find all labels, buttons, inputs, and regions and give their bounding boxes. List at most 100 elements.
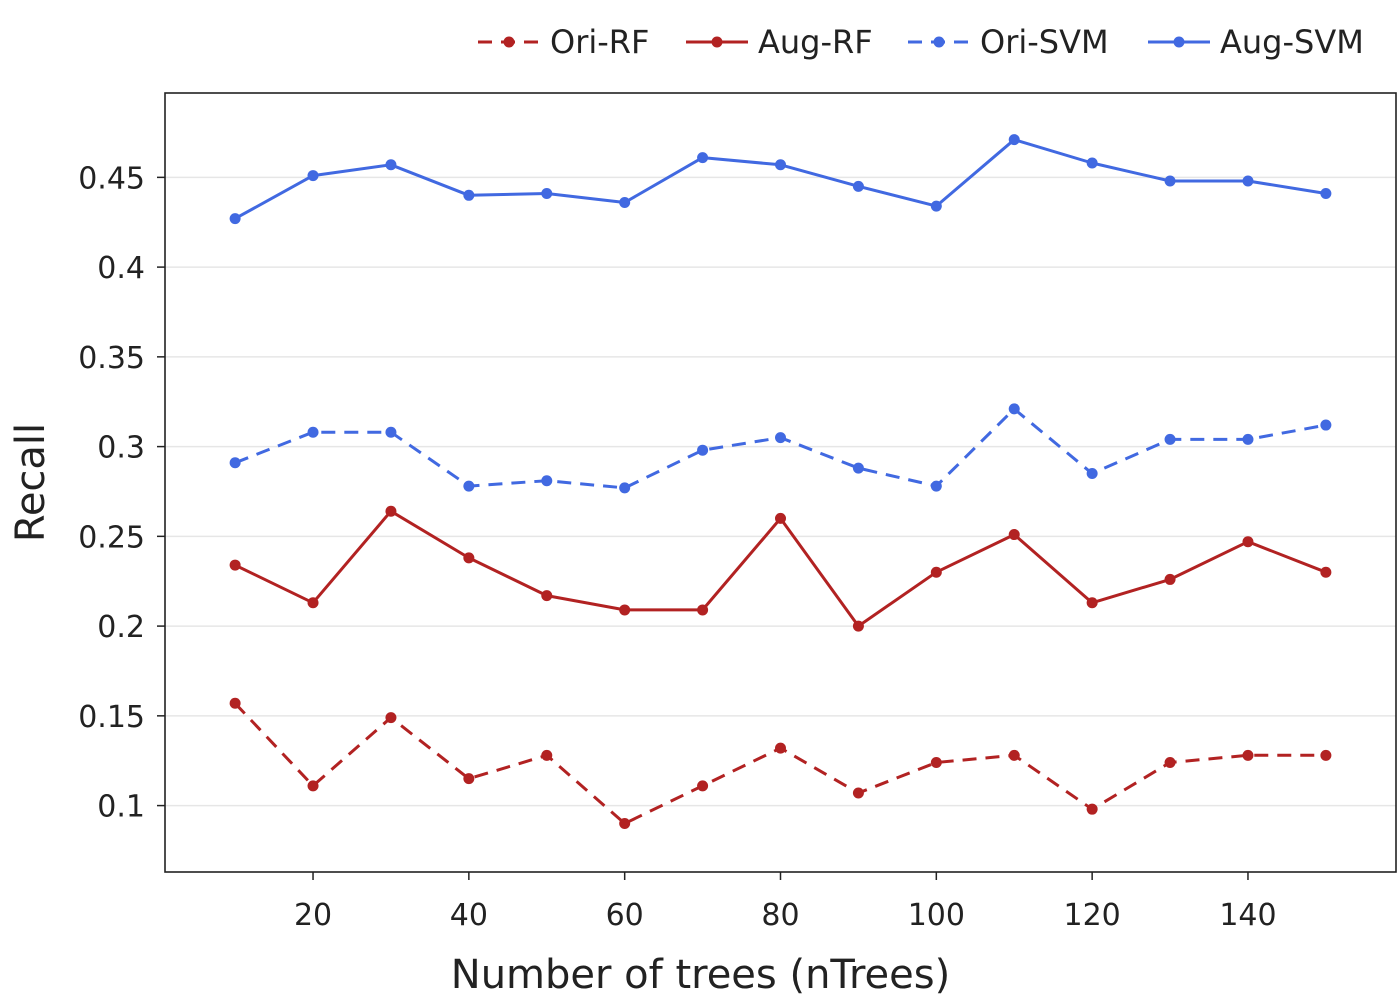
- data-point-aug-rf: [1008, 529, 1020, 541]
- data-point-ori-svm: [463, 480, 475, 492]
- legend-label: Aug-RF: [758, 23, 873, 61]
- data-point-ori-rf: [1242, 749, 1254, 761]
- series-aug-svm: [229, 134, 1332, 225]
- legend-marker: [1173, 36, 1185, 48]
- y-tick-label: 0.3: [97, 431, 145, 466]
- series-line-aug-rf: [234, 509, 1327, 628]
- x-axis-ticks: 20 40 60 80 100 120 140: [294, 872, 1277, 933]
- data-point-aug-rf: [229, 559, 241, 571]
- x-tick-label: 20: [294, 898, 332, 933]
- legend-label: Ori-SVM: [980, 23, 1109, 61]
- data-point-aug-svm: [697, 152, 709, 164]
- data-point-ori-rf: [775, 742, 786, 754]
- y-tick-label: 0.25: [78, 520, 145, 555]
- data-point-ori-rf: [619, 818, 631, 830]
- x-tick-label: 80: [761, 898, 799, 933]
- legend-marker: [933, 36, 945, 48]
- data-point-ori-rf: [852, 787, 864, 799]
- data-point-ori-rf: [930, 757, 942, 769]
- y-tick-label: 0.35: [78, 341, 145, 376]
- data-point-ori-rf: [229, 697, 241, 709]
- data-point-ori-rf: [1008, 749, 1020, 761]
- data-point-ori-svm: [697, 444, 709, 456]
- x-tick-label: 60: [606, 898, 644, 933]
- data-point-ori-rf: [541, 749, 553, 761]
- data-point-aug-rf: [385, 505, 397, 517]
- data-point-ori-svm: [619, 482, 631, 494]
- data-point-ori-rf: [385, 712, 397, 724]
- data-point-ori-rf: [463, 773, 475, 785]
- data-point-ori-svm: [775, 432, 786, 444]
- series-ori-rf: [229, 697, 1332, 830]
- data-point-aug-rf: [1086, 597, 1098, 609]
- data-point-ori-svm: [852, 462, 864, 474]
- data-point-ori-svm: [1164, 433, 1176, 445]
- legend-item-ori-svm: Ori-SVM: [908, 23, 1109, 61]
- data-point-ori-svm: [1242, 433, 1254, 445]
- data-point-aug-svm: [229, 213, 241, 225]
- legend-label: Ori-RF: [550, 23, 649, 61]
- legend-label: Aug-SVM: [1220, 23, 1364, 61]
- data-point-aug-svm: [1008, 134, 1020, 146]
- series-line-ori-svm: [234, 407, 1327, 490]
- data-point-ori-rf: [1164, 757, 1176, 769]
- data-point-aug-svm: [1164, 175, 1176, 187]
- legend-item-aug-rf: Aug-RF: [686, 23, 873, 61]
- data-point-ori-rf: [307, 780, 319, 792]
- data-point-aug-rf: [307, 597, 319, 609]
- data-point-ori-svm: [307, 426, 319, 438]
- data-point-aug-rf: [1242, 536, 1254, 548]
- data-point-aug-svm: [1086, 157, 1098, 169]
- data-point-ori-svm: [1320, 419, 1332, 431]
- legend-item-aug-svm: Aug-SVM: [1148, 23, 1364, 61]
- series-lines: [229, 134, 1332, 830]
- data-point-aug-rf: [697, 604, 709, 616]
- data-point-aug-svm: [1242, 175, 1254, 187]
- data-point-ori-svm: [930, 480, 942, 492]
- legend-item-ori-rf: Ori-RF: [478, 23, 649, 61]
- data-point-aug-rf: [463, 552, 475, 564]
- data-point-ori-svm: [1008, 403, 1020, 415]
- y-axis-title: Recall: [8, 423, 54, 542]
- y-tick-label: 0.1: [97, 790, 145, 825]
- data-point-aug-svm: [385, 159, 397, 171]
- x-tick-label: 40: [450, 898, 488, 933]
- data-point-aug-svm: [541, 188, 553, 200]
- legend-marker: [503, 36, 515, 48]
- data-point-aug-rf: [1320, 566, 1332, 578]
- data-point-ori-rf: [1086, 803, 1098, 815]
- data-point-aug-rf: [619, 604, 631, 616]
- data-point-aug-rf: [1164, 573, 1176, 585]
- x-tick-label: 140: [1219, 898, 1276, 933]
- data-point-aug-svm: [1320, 188, 1332, 200]
- data-point-aug-svm: [463, 189, 475, 201]
- y-tick-label: 0.2: [97, 610, 145, 645]
- data-point-aug-svm: [619, 196, 631, 208]
- data-point-ori-rf: [1320, 749, 1332, 761]
- x-tick-label: 120: [1064, 898, 1121, 933]
- series-ori-svm: [229, 403, 1332, 494]
- data-point-ori-rf: [697, 780, 709, 792]
- legend-marker: [711, 36, 723, 48]
- y-axis-ticks: 0.1 0.15 0.2 0.25 0.3 0.35 0.4 0.45: [78, 161, 165, 825]
- data-point-aug-rf: [541, 590, 553, 602]
- y-tick-label: 0.15: [78, 700, 145, 735]
- data-point-aug-svm: [307, 170, 319, 182]
- y-tick-label: 0.4: [97, 251, 145, 286]
- data-point-ori-svm: [385, 426, 397, 438]
- data-point-aug-rf: [852, 620, 864, 632]
- y-tick-label: 0.45: [78, 161, 145, 196]
- data-point-ori-svm: [541, 475, 553, 487]
- data-point-aug-svm: [852, 180, 864, 192]
- data-point-aug-rf: [930, 566, 942, 578]
- grid-lines: [165, 176, 1396, 807]
- data-point-ori-svm: [229, 457, 241, 469]
- data-point-aug-svm: [775, 159, 786, 171]
- series-line-aug-svm: [234, 138, 1327, 220]
- x-axis-title: Number of trees (nTrees): [451, 952, 950, 998]
- data-point-aug-svm: [930, 200, 942, 212]
- legend: Ori-RF Aug-RF Ori-SVM Aug-SVM: [478, 23, 1364, 61]
- x-tick-label: 100: [908, 898, 965, 933]
- series-aug-rf: [229, 505, 1332, 632]
